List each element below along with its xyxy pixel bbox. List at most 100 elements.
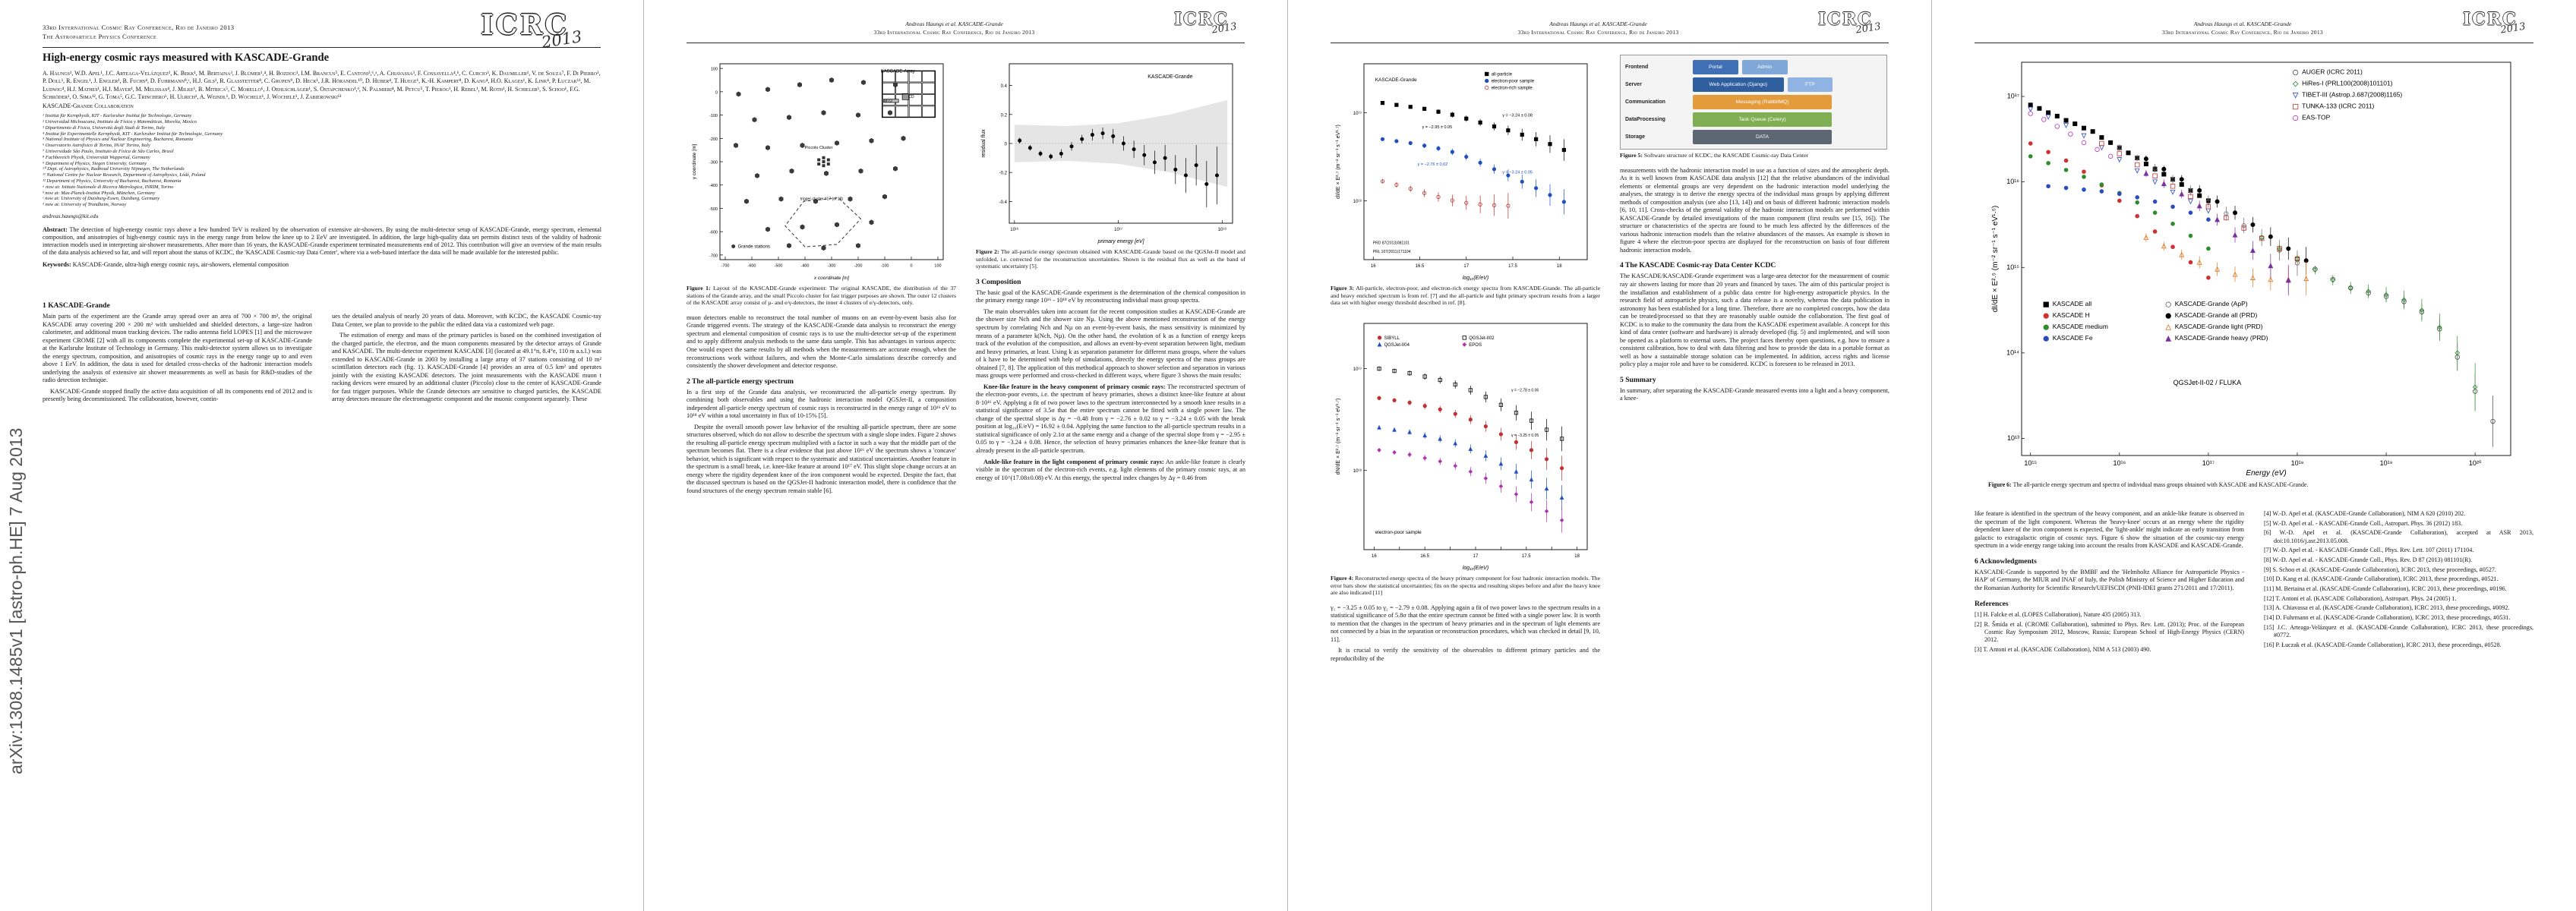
figure-1: -700 -600 -500 -400 -300 -200 -100 0 100 -700 -600… [687,55,956,282]
marker [2268,276,2274,282]
y-axis-label: dN/dE × E²·⁷ (m⁻² sr⁻¹ s⁻¹ eV¹·⁷) [1336,399,1341,475]
marker [2286,246,2291,251]
marker [2028,111,2033,116]
x-tick-label: 10¹⁷ [1114,227,1122,232]
marker [1436,194,1441,200]
reference-item: [12] T. Antoni et al. (KASCADE Collabora… [2264,594,2457,602]
marker [2054,124,2060,129]
marker [1173,167,1178,172]
paragraph: The estimation of energy and mass of the… [332,332,601,403]
marker [1142,153,1147,157]
marker [1529,500,1534,505]
fig-annotation: γ = −2.78 ± 0.06 [1511,388,1539,392]
marker [1464,200,1469,205]
figure-3: 16 16.5 17 17.5 18 10¹⁹ 10¹⁸ log₁₀(E/eV) dI/dE ×… [1331,55,1600,282]
marker [1498,402,1504,407]
marker [1529,418,1534,423]
ankle-feature-lead: Ankle-like feature in the light componen… [983,458,1164,465]
x-tick-label: 17.5 [1522,554,1531,559]
conference-subtitle: The Astroparticle Physics Conference [43,33,157,41]
paragraph: KASCADE-Grande is supported by the BMBF … [1975,568,2244,591]
marker [1436,146,1441,151]
marker [2063,123,2069,129]
x-tick-label: -500 [774,264,782,269]
reference-item: [1] H. Falcke et al. (LOPES Collaboratio… [1975,611,2142,619]
marker [1559,437,1564,441]
marker [2108,140,2114,145]
kcdc-row: Server Web Application (Django) FTP [1625,77,1882,92]
marker [813,198,819,204]
fig-rect [895,82,909,94]
marker [1422,456,1427,460]
marker [2419,307,2425,313]
marker [1534,137,1539,141]
marker [1377,396,1381,400]
marker [2241,225,2246,231]
marker [2063,185,2069,191]
figure-5-kcdc-diagram: Frontend Portal Admin Server Web Application… [1620,55,1887,150]
keywords-label: Keywords: [43,261,71,269]
icrc-logo: ICRC2013 [481,9,602,52]
icrc-logo-text: ICRC [2462,9,2518,30]
marker [2143,170,2149,176]
marker [2188,233,2193,238]
marker [2277,246,2282,251]
page-1-column-left: 1 KASCADE-Grande Main parts of the exper… [43,295,312,881]
figure-5-caption-label: Figure 5: [1620,152,1643,159]
marker [829,77,835,83]
marker [2233,210,2238,216]
kcdc-row: Frontend Portal Admin [1625,60,1882,74]
contact-email: andreas.haungs@kit.edu [43,213,99,220]
legend-label: QGSJet-II02 [1469,336,1495,341]
marker [1561,200,1566,204]
marker [1408,105,1413,109]
knee-feature-text: The reconstructed spectrum of the electr… [976,383,1245,454]
conference-header: 33rd International Cosmic Ray Conference… [43,23,468,42]
page-1-column-right: ues the detailed analysis of nearly 20 y… [332,295,601,881]
icrc-logo-text: ICRC [1173,9,1229,30]
fig-rect [882,70,936,118]
x-tick-label: -400 [800,264,809,269]
legend-label: HiRes-I (PRL100(2008)101101) [2302,80,2393,87]
marker [822,159,826,163]
institute-line: ᵃ now at: Istituto Nazionale di Ricerca … [43,184,174,190]
marker [744,198,749,204]
fig-rect [908,106,922,118]
page-3-column-right: Frontend Portal Admin Server Web Application… [1620,55,1889,881]
x-tick-label: 100 [934,264,941,269]
abstract-label: Abstract: [43,226,68,234]
plot-frame [1363,323,1588,550]
x-tick-label: -200 [854,264,862,269]
legend-label: QGSJet-II04 [1384,343,1410,348]
marker [2117,151,2122,156]
marker [2135,200,2140,205]
front-matter: High-energy cosmic rays measured with KA… [43,52,601,293]
y-tick-label: -700 [709,254,718,258]
y-tick-label: 10¹⁹ [1353,367,1362,372]
marker [2249,275,2256,280]
marker [2082,187,2086,192]
marker [800,224,805,230]
marker [1422,433,1428,437]
kcdc-cell: DATA [1693,130,1832,144]
marker [2046,150,2050,155]
marker [1468,446,1473,451]
marker [2268,234,2273,239]
figure-4-caption-text: Reconstructed energy spectra of the heav… [1331,574,1601,597]
marker [1453,463,1458,468]
marker [2188,194,2193,199]
marker [1498,484,1504,489]
marker [1407,452,1412,457]
fig-line [784,197,861,247]
marker [800,143,805,148]
reference-item: [14] D. Fuhrmann et al. (KASCADE-Grande … [2264,614,2511,622]
section-3-heading: 3 Composition [976,277,1021,286]
x-tick-label: 16.5 [1416,264,1425,269]
marker [1380,101,1385,106]
marker [1422,106,1427,111]
marker [2046,110,2051,115]
marker [2043,301,2049,307]
icrc-logo: ICRC2013 [1818,9,1893,36]
marker [1544,486,1549,491]
institute-line: ⁹ Department of Physics, Siegen Universi… [43,160,147,166]
